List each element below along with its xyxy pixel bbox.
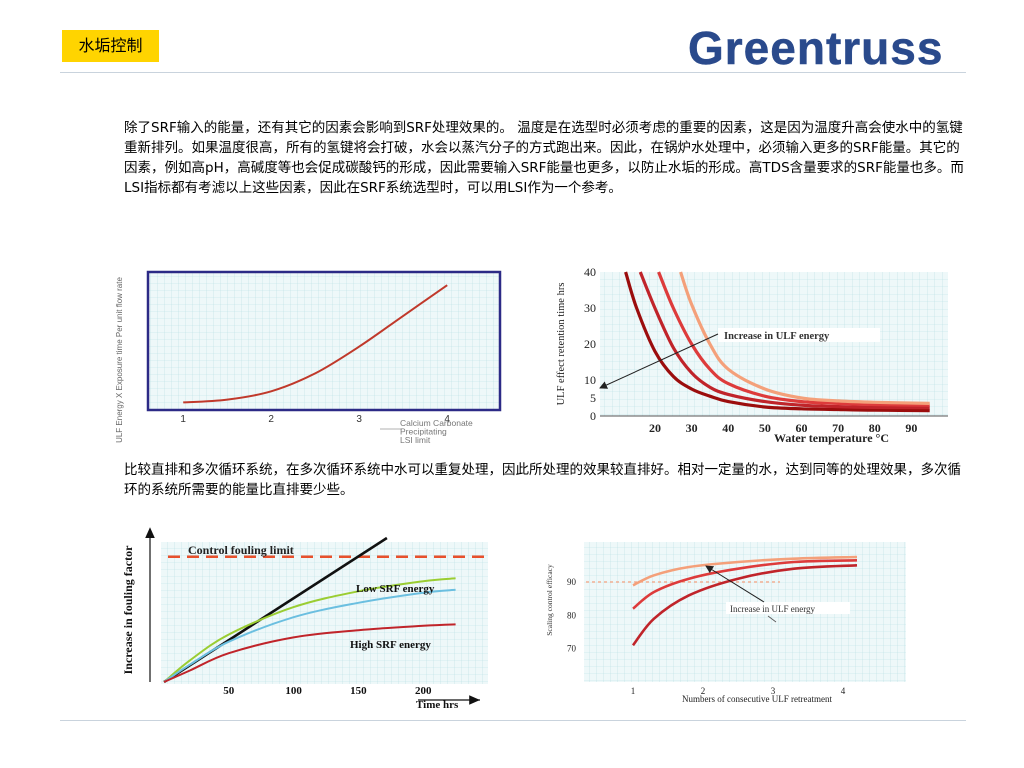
c2-x-tick: 90 [905,421,917,435]
c1-x-tick: 2 [268,414,274,425]
c2-series-line [679,271,930,405]
chart-fouling-factor: 50 100 150 200 Control fouling limit Low SR… [121,527,488,711]
paragraph-srf-factors: 除了SRF输入的能量，还有其它的因素会影响到SRF处理效果的。 温度是在选型时必… [124,120,964,196]
c4-y-tick: 70 [567,644,577,654]
c2-series-line [624,271,930,413]
c1-x-tick: 4 [444,414,450,425]
c4-x-tick: 1 [631,686,636,696]
c3-xlabel: Time hrs [416,699,459,711]
c3-series-line [163,623,456,683]
c3-x-tick: 150 [350,685,367,697]
c2-y-tick: 20 [584,337,596,351]
c4-xlabel: Numbers of consecutive ULF retreatment [682,694,832,704]
c1-xlabel: Calcium Carbonate Precipitating LSI limi… [400,418,475,445]
paragraph-recirculation: 比较直排和多次循环系统，在多次循环系统中水可以重复处理，因此所处理的效果较直排好… [124,462,961,498]
c4-annotation: Increase in ULF energy [730,604,816,614]
chart-lsi-energy: 1 2 3 4 ULF Energy X Exposure time Per unit… [115,270,502,445]
c1-x-tick: 1 [180,414,186,425]
c2-series-line [638,271,930,410]
c2-xlabel: Water temperature °C [774,431,889,445]
c4-y-tick: 80 [567,610,577,620]
chart-temperature-retention: 0 5 10 20 30 40 20 30 40 50 60 70 80 90 ULF effect r… [556,265,948,445]
c1-x-tick: 3 [356,414,362,425]
c1-series-line [183,284,448,404]
c2-y-tick: 10 [584,373,596,387]
c2-series-line [657,271,930,407]
footer-divider [60,720,966,721]
c3-x-tick: 50 [223,685,235,697]
c3-low-label: Low SRF energy [356,583,435,595]
greentruss-logo: Greentruss [688,24,943,68]
c4-ylabel: Scaling control efficacy [545,564,554,636]
c3-ylabel: Increase in fouling factor [121,545,135,674]
c2-ylabel: ULF effect retention time hrs [556,283,567,406]
c4-series-line [632,555,858,587]
c3-high-label: High SRF energy [350,639,431,651]
c2-y-tick: 5 [590,391,596,405]
c2-x-tick: 20 [649,421,661,435]
c2-x-tick: 30 [686,421,698,435]
c2-y-tick: 40 [584,265,596,279]
c3-x-tick: 200 [415,685,432,697]
chart-scaling-efficacy: 70 80 90 1 2 3 4 Scaling control efficacy Num… [545,542,906,704]
c2-x-tick: 50 [759,421,771,435]
c1-ylabel: ULF Energy X Exposure time Per unit flow… [115,277,124,443]
c2-x-tick: 70 [832,421,844,435]
page-title-tag: 水垢控制 [62,30,159,62]
c3-series-line [163,588,456,683]
c3-limit-label: Control fouling limit [188,543,294,557]
c2-y-tick: 30 [584,301,596,315]
header-divider [60,72,966,73]
logo-text: Greentruss [688,24,943,68]
c4-y-tick: 90 [567,577,577,587]
c2-x-tick: 40 [722,421,734,435]
c4-x-tick: 4 [841,686,846,696]
c4-x-tick: 3 [771,686,776,696]
c3-x-tick: 100 [285,685,302,697]
c4-series-line [632,559,858,610]
c2-annotation: Increase in ULF energy [724,331,830,342]
c2-x-tick: 80 [869,421,881,435]
c2-x-tick: 60 [795,421,807,435]
c3-series-line [163,577,456,683]
c4-series-line [631,564,858,647]
c4-x-tick: 2 [701,686,706,696]
c2-y-tick: 0 [590,409,596,423]
